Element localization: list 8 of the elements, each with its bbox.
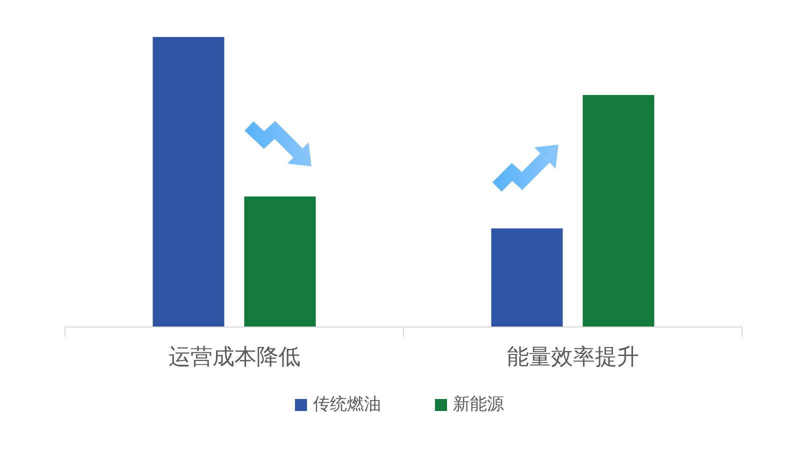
x-tick-label: 能量效率提升 [506,345,639,370]
x-tick-label: 运营成本降低 [168,345,300,370]
bar [582,95,654,327]
bar [491,228,563,327]
legend-label: 新能源 [453,394,504,415]
bar [152,37,224,327]
legend-label: 传统燃油 [313,394,381,415]
bar [244,196,316,327]
